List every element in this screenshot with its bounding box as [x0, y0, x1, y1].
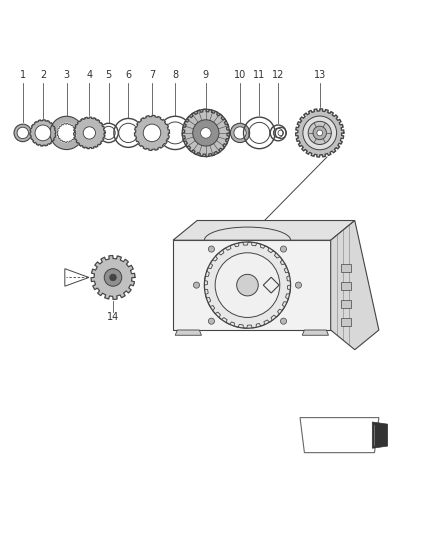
Circle shape: [35, 125, 51, 141]
Circle shape: [83, 127, 95, 139]
Polygon shape: [340, 318, 351, 326]
Circle shape: [215, 253, 280, 318]
Circle shape: [17, 127, 28, 139]
Circle shape: [193, 120, 219, 146]
Text: 4: 4: [86, 70, 92, 80]
Circle shape: [208, 318, 215, 324]
Text: 12: 12: [272, 70, 284, 80]
Polygon shape: [340, 300, 351, 308]
Text: 2: 2: [40, 70, 46, 80]
Circle shape: [308, 122, 331, 144]
Text: 14: 14: [107, 312, 119, 322]
Circle shape: [234, 127, 246, 139]
Polygon shape: [57, 123, 76, 142]
Polygon shape: [302, 330, 328, 335]
Polygon shape: [372, 422, 388, 448]
Text: 3: 3: [64, 70, 70, 80]
Text: 5: 5: [106, 70, 112, 80]
Circle shape: [208, 246, 215, 252]
Polygon shape: [296, 109, 344, 157]
Circle shape: [237, 274, 258, 296]
Circle shape: [295, 282, 301, 288]
Circle shape: [205, 242, 290, 328]
Circle shape: [104, 269, 122, 286]
Circle shape: [201, 128, 211, 138]
Text: 7: 7: [149, 70, 155, 80]
Text: 13: 13: [314, 70, 326, 80]
Text: 6: 6: [125, 70, 131, 80]
Circle shape: [230, 123, 250, 142]
Polygon shape: [30, 120, 56, 146]
Polygon shape: [173, 240, 331, 330]
Circle shape: [313, 126, 326, 140]
Circle shape: [194, 282, 200, 288]
Text: 10: 10: [234, 70, 246, 80]
Polygon shape: [340, 264, 351, 272]
Polygon shape: [91, 255, 135, 300]
Polygon shape: [134, 115, 170, 150]
Text: 1: 1: [20, 70, 26, 80]
Polygon shape: [175, 330, 201, 335]
Circle shape: [143, 124, 161, 142]
Polygon shape: [173, 221, 355, 240]
Polygon shape: [74, 117, 105, 149]
Circle shape: [280, 246, 286, 252]
Circle shape: [110, 274, 117, 281]
Circle shape: [317, 130, 323, 136]
Circle shape: [50, 116, 83, 150]
Text: 8: 8: [172, 70, 178, 80]
Polygon shape: [340, 281, 351, 290]
Text: 11: 11: [253, 70, 265, 80]
Text: 9: 9: [203, 70, 209, 80]
Circle shape: [182, 109, 230, 157]
Circle shape: [303, 116, 336, 150]
Polygon shape: [331, 221, 379, 350]
Circle shape: [14, 124, 32, 142]
Circle shape: [280, 318, 286, 324]
